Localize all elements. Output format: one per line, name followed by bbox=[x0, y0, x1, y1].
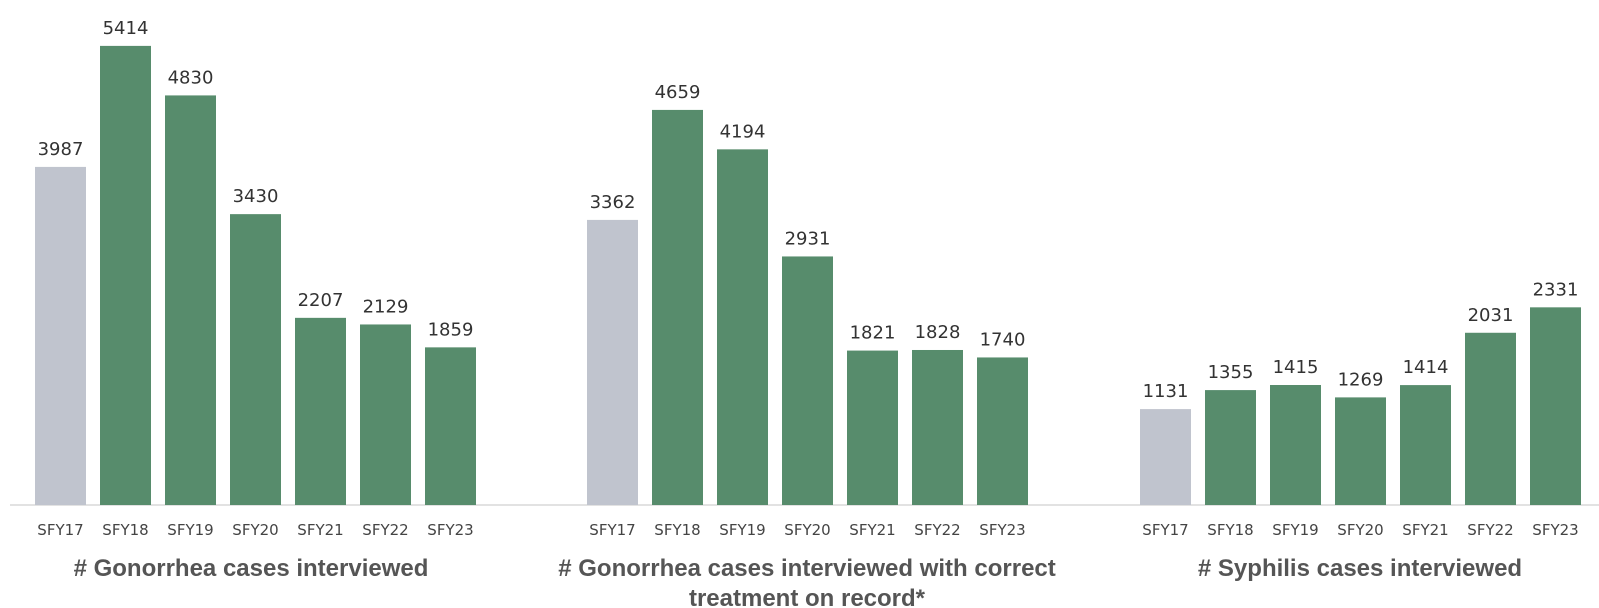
bar-sfy20 bbox=[230, 214, 281, 506]
x-tick-label: SFY23 bbox=[427, 521, 473, 539]
data-label: 1415 bbox=[1273, 357, 1319, 378]
chart-title-line: # Syphilis cases interviewed bbox=[1198, 555, 1522, 582]
data-label: 1828 bbox=[915, 322, 961, 343]
x-tick-label: SFY18 bbox=[654, 521, 700, 539]
bar-sfy21 bbox=[847, 350, 898, 505]
bar-sfy18 bbox=[652, 109, 703, 505]
x-tick-label: SFY20 bbox=[232, 521, 278, 539]
data-label: 2931 bbox=[785, 228, 831, 249]
bar-sfy21 bbox=[1400, 385, 1451, 505]
chart-title-line: # Gonorrhea cases interviewed with corre… bbox=[558, 555, 1056, 582]
data-label: 1859 bbox=[428, 319, 474, 340]
data-label: 2031 bbox=[1468, 305, 1514, 326]
data-label: 1269 bbox=[1338, 369, 1384, 390]
x-tick-label: SFY21 bbox=[297, 521, 343, 539]
bar-sfy19 bbox=[165, 95, 216, 505]
data-label: 2331 bbox=[1533, 279, 1579, 300]
chart-title: # Gonorrhea cases interviewed with corre… bbox=[558, 555, 1056, 608]
data-label: 3430 bbox=[233, 186, 279, 207]
bar-sfy17 bbox=[35, 166, 86, 505]
data-label: 5414 bbox=[103, 18, 149, 39]
bar-sfy20 bbox=[782, 256, 833, 505]
x-tick-label: SFY18 bbox=[1207, 521, 1253, 539]
chart-title-line: # Gonorrhea cases interviewed bbox=[74, 555, 429, 582]
data-label: 3362 bbox=[590, 192, 636, 213]
bar-sfy22 bbox=[360, 324, 411, 505]
data-label: 1740 bbox=[980, 329, 1026, 350]
data-label: 2129 bbox=[363, 296, 409, 317]
bar-sfy23 bbox=[977, 357, 1028, 505]
bar-sfy22 bbox=[1465, 332, 1516, 505]
bar-sfy20 bbox=[1335, 397, 1386, 505]
data-label: 2207 bbox=[298, 290, 344, 311]
x-tick-label: SFY20 bbox=[1337, 521, 1383, 539]
bar-sfy18 bbox=[100, 45, 151, 506]
bar-sfy19 bbox=[1270, 385, 1321, 505]
data-label: 1355 bbox=[1208, 362, 1254, 383]
data-label: 3987 bbox=[38, 139, 84, 160]
x-tick-label: SFY17 bbox=[589, 521, 635, 539]
data-label: 4194 bbox=[720, 121, 766, 142]
x-tick-label: SFY22 bbox=[914, 521, 960, 539]
data-label: 1414 bbox=[1403, 357, 1449, 378]
x-tick-label: SFY21 bbox=[1402, 521, 1448, 539]
bar-sfy17 bbox=[1140, 409, 1191, 505]
bar-sfy18 bbox=[1205, 390, 1256, 505]
x-tick-label: SFY17 bbox=[1142, 521, 1188, 539]
x-tick-label: SFY19 bbox=[167, 521, 213, 539]
x-tick-label: SFY21 bbox=[849, 521, 895, 539]
x-tick-label: SFY18 bbox=[102, 521, 148, 539]
bar-sfy22 bbox=[912, 349, 963, 505]
data-label: 1131 bbox=[1143, 381, 1189, 402]
bar-sfy17 bbox=[587, 219, 638, 505]
data-label: 4659 bbox=[655, 82, 701, 103]
bar-sfy23 bbox=[1530, 307, 1581, 505]
bar-sfy21 bbox=[295, 317, 346, 505]
chart-title: # Syphilis cases interviewed bbox=[1198, 555, 1522, 582]
chart-panel-1: 3987 SFY17 5414 SFY18 4830 SFY19 3430 SFY20 2207… bbox=[35, 18, 476, 582]
chart-title-line: treatment on record* bbox=[689, 585, 926, 608]
data-label: 4830 bbox=[168, 67, 214, 88]
x-tick-label: SFY23 bbox=[1532, 521, 1578, 539]
x-tick-label: SFY22 bbox=[362, 521, 408, 539]
x-tick-label: SFY19 bbox=[1272, 521, 1318, 539]
bar-sfy19 bbox=[717, 149, 768, 505]
chart-panel-3: 1131 SFY17 1355 SFY18 1415 SFY19 1269 SFY20 1414… bbox=[1140, 279, 1581, 582]
x-tick-label: SFY19 bbox=[719, 521, 765, 539]
chart-title: # Gonorrhea cases interviewed bbox=[74, 555, 429, 582]
bar-sfy23 bbox=[425, 347, 476, 505]
chart-panel-2: 3362 SFY17 4659 SFY18 4194 SFY19 2931 SFY20 1821… bbox=[558, 82, 1056, 608]
x-tick-label: SFY23 bbox=[979, 521, 1025, 539]
x-tick-label: SFY20 bbox=[784, 521, 830, 539]
x-tick-label: SFY17 bbox=[37, 521, 83, 539]
x-tick-label: SFY22 bbox=[1467, 521, 1513, 539]
data-label: 1821 bbox=[850, 323, 896, 344]
